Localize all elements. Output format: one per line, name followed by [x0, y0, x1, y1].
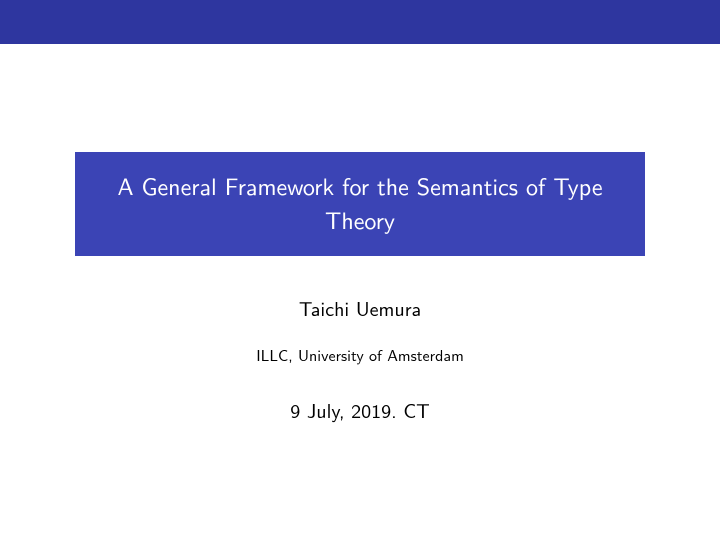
- title-block: A General Framework for the Semantics of…: [75, 152, 645, 256]
- slide-content: A General Framework for the Semantics of…: [0, 44, 720, 425]
- date: 9 July, 2019. CT: [290, 396, 430, 425]
- author-name: Taichi Uemura: [299, 294, 421, 323]
- slide-title: A General Framework for the Semantics of…: [118, 168, 603, 237]
- affiliation: ILLC, University of Amsterdam: [256, 343, 464, 366]
- header-bar: [0, 0, 720, 44]
